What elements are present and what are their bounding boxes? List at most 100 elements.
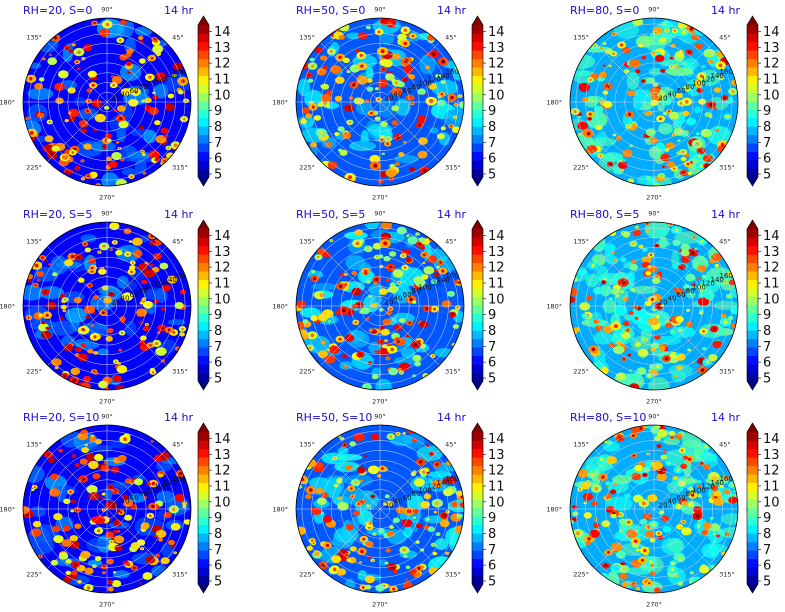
colorbar-segment	[198, 321, 209, 331]
contour-core	[309, 488, 313, 492]
radial-tick-label: 140	[164, 72, 177, 80]
contour-spot	[326, 90, 333, 95]
contour-core	[642, 80, 645, 82]
contour-spot	[305, 458, 317, 468]
contour-spot	[408, 74, 416, 80]
contour-spot	[339, 149, 348, 156]
contour-spot	[366, 78, 373, 83]
contour-spot	[307, 78, 314, 83]
contour-spot	[315, 462, 323, 469]
contour-spot	[92, 295, 99, 300]
contour-core	[46, 453, 51, 457]
colorbar-extend-top	[472, 16, 483, 25]
contour-spot	[392, 269, 404, 278]
colorbar-segment	[747, 524, 758, 534]
contour-patch	[79, 107, 99, 120]
colorbar-tick-label: 12	[214, 261, 231, 276]
angle-tick-label: 270°	[372, 601, 388, 609]
contour-spot	[672, 476, 679, 481]
contour-patch	[390, 435, 413, 447]
colorbar-segment	[198, 134, 209, 144]
angular-grid-line	[594, 305, 655, 366]
colorbar-tick-label: 12	[488, 261, 505, 276]
angle-tick-label: 180°	[546, 303, 562, 311]
contour-spot	[700, 128, 713, 138]
contour-spot	[441, 300, 452, 308]
contour-spot	[320, 492, 329, 499]
contour-core	[644, 339, 647, 342]
contour-core	[648, 374, 651, 378]
angle-tick-label: 270°	[99, 601, 115, 609]
colorbar-extend-top	[747, 423, 758, 432]
colorbar-tick-label: 6	[488, 559, 496, 574]
contour-spot	[654, 435, 662, 442]
contour-spot	[376, 474, 382, 478]
contour-core	[698, 155, 701, 158]
colorbar-segment	[747, 25, 758, 34]
colorbar-tick-label: 7	[214, 340, 222, 355]
contour-spot	[430, 279, 438, 285]
colorbar-segment	[472, 245, 483, 255]
contour-spot	[378, 254, 384, 259]
colorbar-segment	[198, 92, 209, 102]
contour-spot	[319, 293, 325, 298]
contour-core	[411, 102, 413, 105]
contour-core	[121, 159, 123, 161]
colorbar-extend-bottom	[747, 177, 758, 186]
contour-core	[656, 365, 660, 369]
contour-spot	[327, 161, 338, 169]
angle-tick-label: 45°	[445, 33, 457, 41]
contour-spot	[389, 251, 397, 257]
radial-tick-label: 140	[711, 479, 724, 487]
contour-spot	[107, 328, 114, 334]
contour-spot	[76, 67, 81, 71]
contour-spot	[51, 145, 60, 152]
contour-spot	[342, 57, 350, 64]
colorbar-segment	[472, 279, 483, 289]
contour-core	[413, 471, 416, 473]
colorbar-segment	[198, 67, 209, 76]
contour-core	[360, 64, 364, 69]
colorbar-segment	[472, 364, 483, 373]
contour-spot	[124, 514, 133, 521]
contour-core	[403, 78, 406, 81]
contour-spot	[83, 375, 92, 383]
contour-spot	[108, 161, 118, 168]
colorbar-tick-label: 14	[488, 25, 505, 40]
colorbar-segment	[747, 465, 758, 475]
contour-spot	[119, 54, 128, 61]
contour-core	[648, 582, 651, 585]
colorbar-segment	[198, 567, 209, 576]
colorbar-tick-label: 9	[214, 308, 222, 323]
radial-tick-label: 140	[437, 276, 450, 284]
contour-core	[87, 175, 90, 178]
contour-core	[678, 557, 683, 561]
contour-spot	[661, 97, 672, 106]
contour-core	[403, 28, 408, 32]
radial-tick-label: 40	[121, 295, 130, 303]
colorbar-segment	[472, 313, 483, 323]
radial-tick-label: 100	[418, 486, 431, 494]
colorbar-segment	[198, 364, 209, 373]
colorbar-segment	[472, 516, 483, 526]
colorbar-segment	[198, 151, 209, 161]
contour-core	[167, 146, 170, 149]
contour-core	[406, 335, 409, 337]
contour-spot	[369, 154, 381, 164]
contour-spot	[366, 86, 374, 92]
contour-patch	[648, 377, 670, 390]
contour-core	[654, 83, 657, 86]
contour-spot	[604, 322, 609, 327]
contour-spot	[375, 87, 379, 91]
contour-spot	[68, 116, 76, 122]
contour-spot	[642, 247, 648, 252]
contour-spot	[310, 315, 319, 322]
contour-spot	[80, 128, 87, 134]
contour-spot	[644, 569, 649, 573]
angular-grid-line	[106, 42, 167, 103]
contour-core	[114, 360, 117, 363]
contour-core	[657, 532, 660, 535]
contour-spot	[402, 432, 406, 435]
contour-core	[699, 149, 703, 153]
contour-spot	[597, 135, 601, 138]
